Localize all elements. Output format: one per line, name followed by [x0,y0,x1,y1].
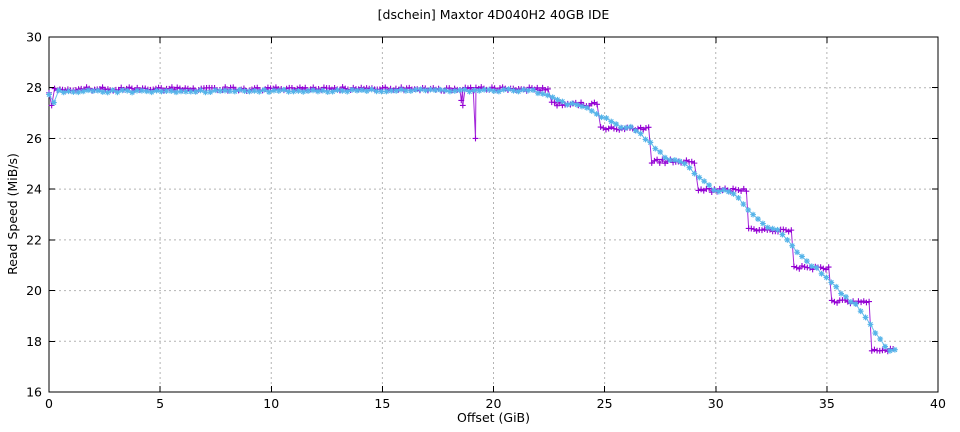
y-tick-label: 26 [26,131,42,146]
magenta-plus-pass-markers [46,84,897,355]
y-tick-label: 18 [26,334,42,349]
magenta-plus-pass-line [48,86,894,352]
y-tick-label: 16 [26,385,42,400]
y-tick-label: 30 [26,30,42,45]
x-tick-label: 0 [45,396,53,411]
y-tick-label: 28 [26,80,42,95]
x-axis-label: Offset (GiB) [456,410,531,425]
x-tick-label: 10 [263,396,279,411]
x-tick-label: 35 [819,396,835,411]
x-tick-label: 25 [597,396,613,411]
x-tick-label: 40 [930,396,946,411]
y-tick-label: 24 [26,182,42,197]
cyan-asterisk-pass-line [48,88,895,352]
chart-title: [dschein] Maxtor 4D040H2 40GB IDE [377,7,610,22]
x-tick-label: 15 [374,396,390,411]
y-tick-label: 22 [26,232,42,247]
x-tick-label: 20 [486,396,502,411]
x-tick-label: 5 [156,396,164,411]
y-axis-label: Read Speed (MiB/s) [5,153,20,275]
cyan-asterisk-pass-markers [46,86,898,354]
y-tick-label: 20 [26,283,42,298]
x-tick-label: 30 [708,396,724,411]
